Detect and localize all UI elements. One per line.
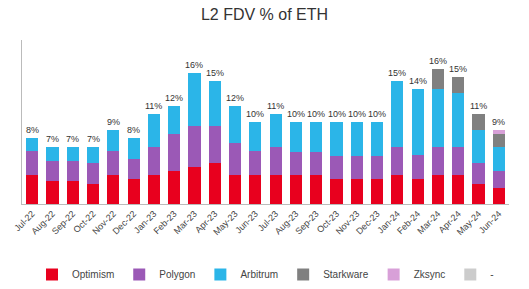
svg-text:8%: 8% bbox=[26, 125, 39, 135]
svg-text:May-23: May-23 bbox=[211, 209, 239, 237]
svg-text:10%: 10% bbox=[246, 109, 264, 119]
svg-text:Oct-22: Oct-22 bbox=[71, 209, 97, 235]
svg-text:Apr-24: Apr-24 bbox=[437, 209, 463, 235]
svg-text:Jan-24: Jan-24 bbox=[375, 209, 402, 236]
svg-text:Apr-23: Apr-23 bbox=[193, 209, 219, 235]
svg-text:7%: 7% bbox=[66, 134, 79, 144]
svg-text:Sep-22: Sep-22 bbox=[50, 209, 78, 237]
svg-text:Oct-23: Oct-23 bbox=[315, 209, 341, 235]
svg-text:Nov-23: Nov-23 bbox=[334, 209, 362, 237]
svg-text:14%: 14% bbox=[409, 76, 427, 86]
svg-text:15%: 15% bbox=[449, 64, 467, 74]
svg-text:Dec-22: Dec-22 bbox=[111, 209, 139, 237]
svg-text:Aug-22: Aug-22 bbox=[29, 209, 57, 237]
svg-text:9%: 9% bbox=[492, 117, 505, 127]
svg-text:Aug-23: Aug-23 bbox=[273, 209, 301, 237]
svg-text:Feb-24: Feb-24 bbox=[395, 209, 422, 236]
svg-text:Optimism: Optimism bbox=[72, 269, 114, 280]
svg-text:10%: 10% bbox=[328, 109, 346, 119]
svg-text:Dec-23: Dec-23 bbox=[354, 209, 382, 237]
svg-text:9%: 9% bbox=[107, 117, 120, 127]
svg-text:Nov-22: Nov-22 bbox=[90, 209, 118, 237]
svg-text:Mar-23: Mar-23 bbox=[172, 209, 199, 236]
svg-text:11%: 11% bbox=[145, 101, 162, 111]
svg-text:11%: 11% bbox=[267, 101, 284, 111]
svg-text:Starkware: Starkware bbox=[323, 269, 368, 280]
svg-text:10%: 10% bbox=[348, 109, 366, 119]
svg-text:15%: 15% bbox=[388, 68, 406, 78]
svg-text:11%: 11% bbox=[470, 101, 487, 111]
svg-text:Feb-23: Feb-23 bbox=[152, 209, 179, 236]
svg-text:Arbitrum: Arbitrum bbox=[240, 269, 278, 280]
svg-text:10%: 10% bbox=[307, 109, 325, 119]
svg-text:16%: 16% bbox=[429, 56, 447, 66]
svg-text:Zksync: Zksync bbox=[414, 269, 446, 280]
svg-text:Jun-23: Jun-23 bbox=[233, 209, 260, 236]
svg-text:10%: 10% bbox=[287, 109, 305, 119]
svg-text:Polygon: Polygon bbox=[159, 269, 195, 280]
svg-text:10%: 10% bbox=[368, 109, 386, 119]
svg-text:7%: 7% bbox=[87, 134, 100, 144]
svg-text:Jun-24: Jun-24 bbox=[477, 209, 504, 236]
svg-text:8%: 8% bbox=[127, 125, 140, 135]
svg-text:May-24: May-24 bbox=[455, 209, 483, 237]
svg-text:15%: 15% bbox=[206, 68, 224, 78]
svg-text:Jan-23: Jan-23 bbox=[132, 209, 159, 236]
svg-text:12%: 12% bbox=[165, 93, 183, 103]
svg-text:Mar-24: Mar-24 bbox=[415, 209, 442, 236]
svg-text:16%: 16% bbox=[185, 60, 203, 70]
svg-text:Jul-23: Jul-23 bbox=[256, 209, 280, 233]
svg-text:12%: 12% bbox=[226, 93, 244, 103]
svg-text:L2 FDV % of ETH: L2 FDV % of ETH bbox=[201, 6, 328, 23]
svg-text:7%: 7% bbox=[46, 134, 59, 144]
svg-text:Jul-22: Jul-22 bbox=[12, 209, 36, 233]
svg-text:Sep-23: Sep-23 bbox=[293, 209, 321, 237]
svg-text:-: - bbox=[490, 269, 493, 280]
